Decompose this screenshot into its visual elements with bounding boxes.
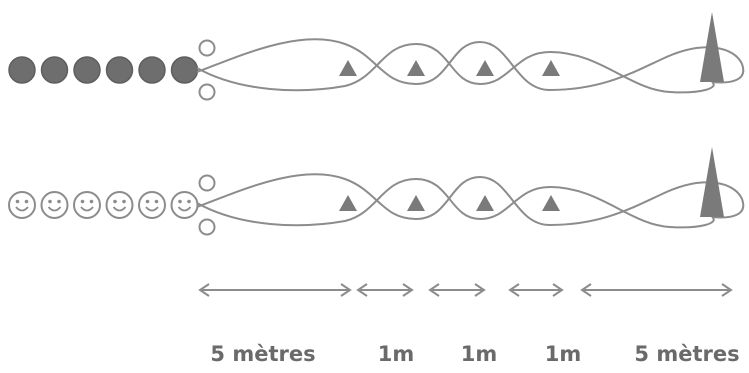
player-filled-icon	[138, 56, 166, 84]
weave-path-line	[196, 173, 745, 227]
cone-icon	[476, 60, 494, 76]
player-smiley-icon	[73, 191, 101, 219]
team-row-filled	[8, 12, 745, 101]
player-smiley-icon	[170, 191, 199, 219]
distance-arrow	[508, 283, 564, 297]
player-smiley-icon	[105, 191, 134, 219]
player-smiley-icon	[8, 191, 36, 219]
distance-label-gap-2: 1m	[460, 342, 498, 366]
cone-icon	[339, 195, 357, 211]
distance-label-gap-3: 1m	[544, 342, 582, 366]
cone-icon	[542, 60, 560, 76]
distance-label-gap-1: 1m	[377, 342, 415, 366]
cone-icon	[542, 195, 560, 211]
player-filled-icon	[105, 56, 134, 84]
team-row-smiley	[8, 147, 745, 236]
distance-label-start: 5 mètres	[210, 342, 316, 366]
distance-arrow	[428, 283, 486, 297]
distance-arrow	[198, 283, 352, 297]
distance-label-end: 5 mètres	[634, 342, 740, 366]
player-smiley-icon	[40, 191, 69, 219]
finish-cone-icon	[700, 12, 724, 82]
cone-icon	[476, 195, 494, 211]
weave-path-line	[196, 42, 715, 94]
start-marker-icon	[198, 83, 216, 101]
distance-arrow	[356, 283, 414, 297]
start-marker-icon	[198, 39, 216, 57]
player-filled-icon	[8, 56, 36, 84]
start-marker-icon	[198, 174, 216, 192]
distance-arrows	[198, 283, 733, 297]
distance-arrow	[580, 283, 733, 297]
cone-icon	[407, 195, 425, 211]
cone-icon	[407, 60, 425, 76]
cone-icon	[339, 60, 357, 76]
weave-path-line	[196, 38, 745, 92]
player-smiley-icon	[138, 191, 166, 219]
weave-path-line	[196, 177, 715, 229]
start-marker-icon	[198, 218, 216, 236]
finish-cone-icon	[700, 147, 724, 217]
player-filled-icon	[73, 56, 101, 84]
player-filled-icon	[40, 56, 69, 84]
player-filled-icon	[170, 56, 199, 84]
